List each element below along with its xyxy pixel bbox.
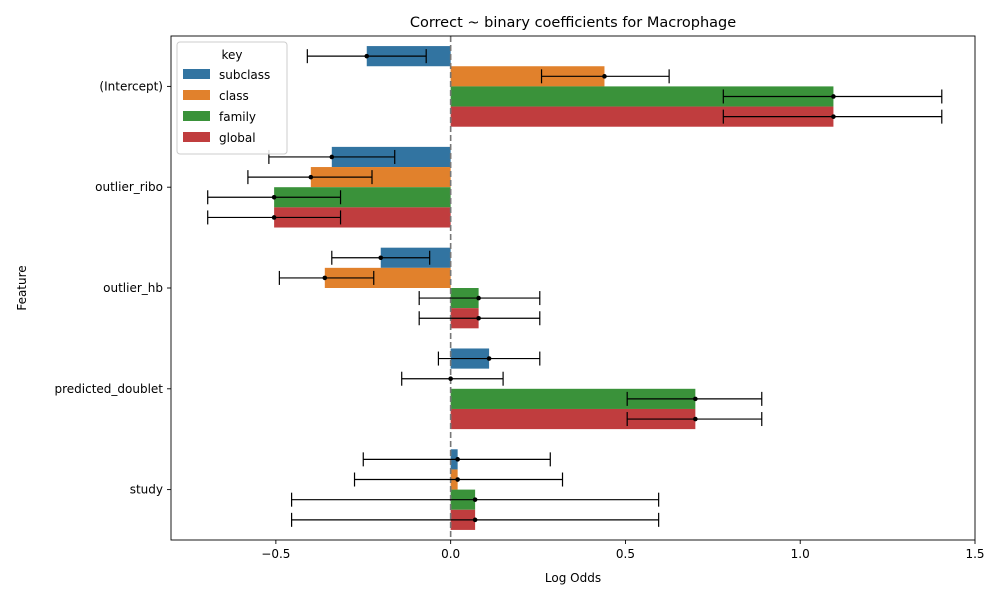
bar-global-1	[274, 207, 451, 228]
point-class-2	[322, 275, 328, 281]
legend-title: key	[221, 48, 242, 62]
point-subclass-3	[486, 356, 492, 361]
y-tick-label-2: outlier_hb	[103, 281, 163, 295]
point-global-4	[472, 517, 478, 523]
point-subclass-1	[329, 154, 335, 160]
legend-swatch-family	[183, 111, 210, 121]
legend-swatch-global	[183, 132, 210, 142]
bar-class-0	[450, 66, 605, 87]
y-tick-label-3: predicted_doublet	[54, 382, 163, 396]
y-tick-label-0: (Intercept)	[99, 79, 163, 93]
legend-swatch-subclass	[183, 69, 210, 79]
y-tick-label-1: outlier_ribo	[95, 180, 163, 194]
legend-label-subclass: subclass	[219, 68, 270, 82]
bar-class-2	[324, 267, 451, 288]
point-global-3	[693, 416, 698, 422]
x-axis-title: Log Odds	[545, 571, 601, 585]
point-class-0	[602, 74, 607, 79]
point-family-0	[831, 94, 836, 99]
point-global-1	[271, 215, 277, 220]
point-subclass-0	[364, 53, 370, 59]
point-class-4	[455, 477, 460, 482]
legend-label-class: class	[219, 89, 249, 103]
bar-class-1	[310, 167, 451, 188]
bar-family-3	[450, 388, 696, 409]
point-family-3	[693, 396, 698, 402]
x-tick-label-2: 0.5	[616, 547, 635, 561]
legend-label-global: global	[219, 131, 256, 145]
point-family-2	[476, 295, 481, 301]
bar-family-0	[450, 86, 834, 107]
axes: −0.5 0.0 0.5 1.0 1.5 (Intercept) outlier_riboo…	[54, 79, 984, 561]
bar-global-3	[450, 408, 696, 430]
plot-area	[207, 36, 943, 540]
bar-global-0	[450, 106, 834, 127]
x-tick-label-4: 1.5	[965, 547, 984, 561]
x-tick-label-3: 1.0	[791, 547, 810, 561]
legend: key subclass class family global	[176, 41, 288, 155]
point-global-0	[831, 114, 836, 119]
x-tick-label-0: −0.5	[261, 547, 290, 561]
point-family-1	[271, 194, 277, 200]
point-family-4	[472, 497, 478, 502]
legend-label-family: family	[219, 110, 256, 124]
chart-title: Correct ~ binary coefficients for Macrop…	[410, 15, 736, 31]
legend-swatch-class	[183, 90, 210, 100]
bar-family-1	[274, 187, 451, 208]
point-global-2	[476, 315, 481, 321]
point-class-3	[448, 376, 453, 382]
y-tick-label-4: study	[130, 483, 163, 497]
y-axis-title: Feature	[15, 265, 29, 310]
x-tick-label-1: 0.0	[441, 547, 460, 561]
point-subclass-2	[378, 255, 384, 261]
point-class-1	[308, 174, 314, 180]
point-subclass-4	[455, 457, 460, 462]
